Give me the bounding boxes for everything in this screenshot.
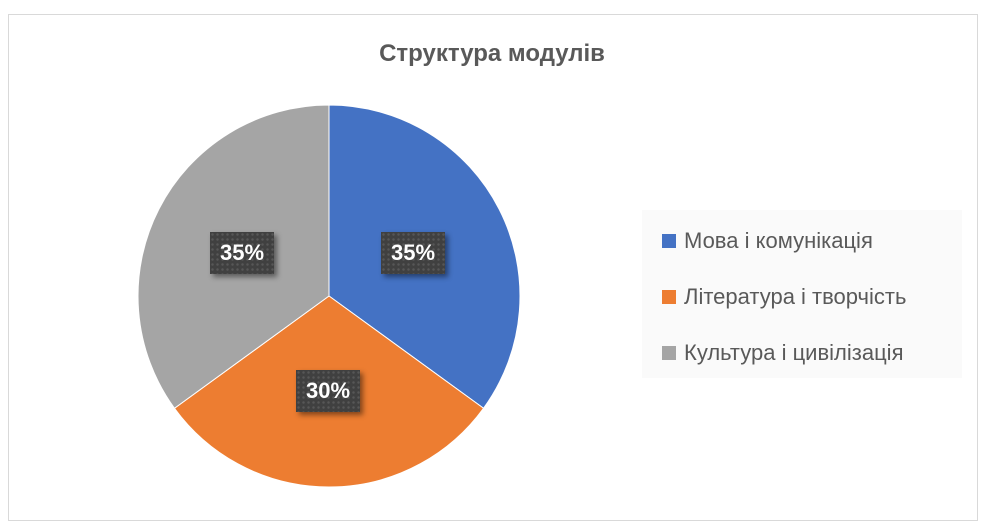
data-label-0: 35% [381, 232, 445, 274]
legend-item-0: Мова і комунікація [662, 228, 873, 254]
chart-title: Структура модулів [379, 40, 605, 67]
legend-label-1: Література і творчість [684, 284, 907, 309]
legend: Мова і комунікація Література і творчіст… [642, 210, 962, 378]
legend-swatch-2 [662, 346, 676, 360]
legend-swatch-1 [662, 290, 676, 304]
legend-swatch-0 [662, 234, 676, 248]
data-label-2: 35% [210, 232, 274, 274]
legend-label-0: Мова і комунікація [684, 228, 873, 253]
legend-item-2: Культура і цивілізація [662, 340, 903, 366]
legend-item-1: Література і творчість [662, 284, 906, 310]
legend-label-2: Культура і цивілізація [684, 340, 904, 365]
data-label-1: 30% [296, 370, 360, 412]
